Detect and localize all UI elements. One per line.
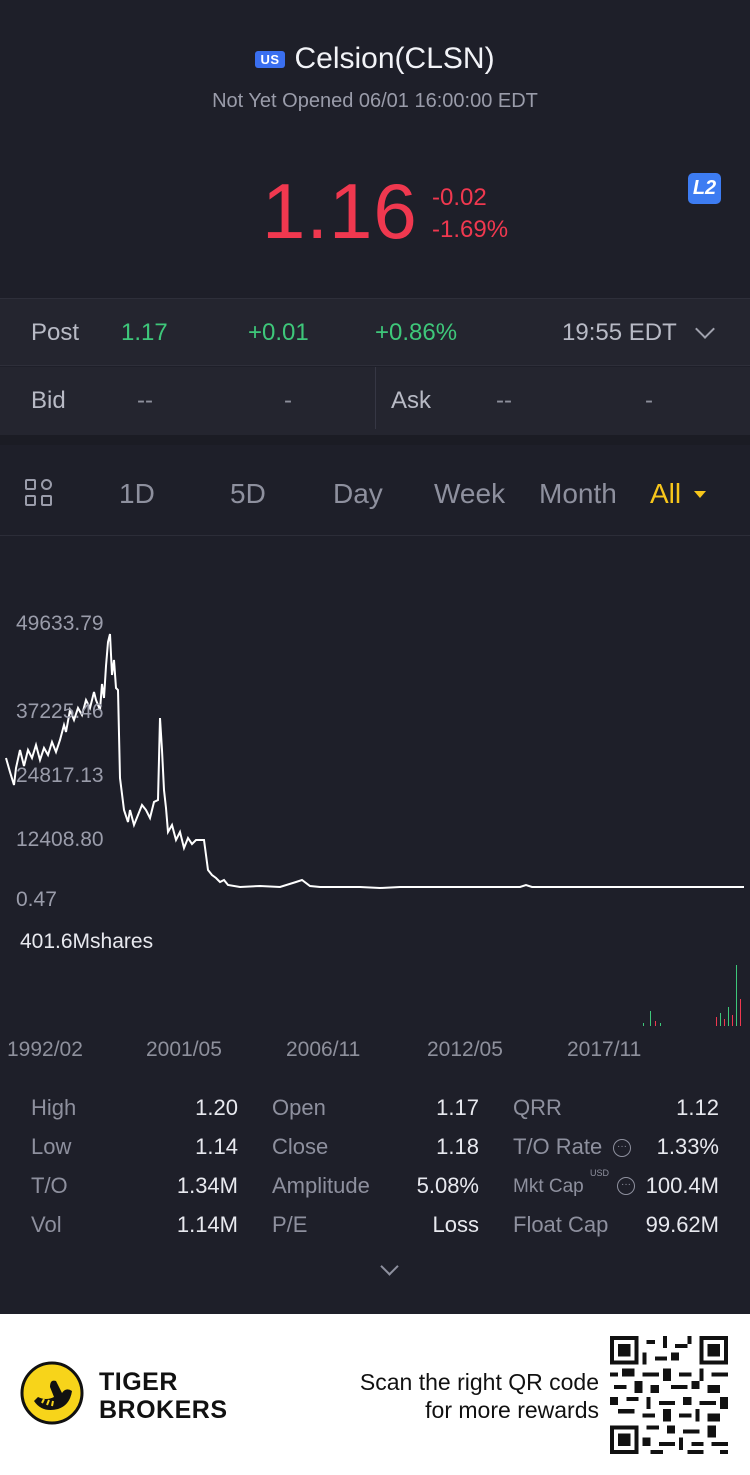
tab-1d[interactable]: 1D xyxy=(119,478,155,509)
last-price: 1.16 xyxy=(262,167,418,255)
stat-value-float-cap: 99.62M xyxy=(645,1212,719,1237)
tiger-logo-icon xyxy=(20,1361,84,1425)
info-icon[interactable]: ··· xyxy=(617,1177,635,1195)
stat-label-turnover: T/O xyxy=(31,1173,68,1198)
promo-text-line1: Scan the right QR code xyxy=(359,1369,599,1395)
volume-bar xyxy=(736,965,737,1026)
stat-value-open: 1.17 xyxy=(436,1095,479,1120)
bid-price: -- xyxy=(137,387,153,414)
stat-value-turnover-rate: 1.33% xyxy=(656,1134,719,1159)
x-axis-label: 2017/11 xyxy=(567,1038,642,1061)
market-badge: US xyxy=(255,50,285,68)
tab-week[interactable]: Week xyxy=(434,478,506,509)
market-status: Not Yet Opened 06/01 16:00:00 EDT xyxy=(212,90,538,112)
price-change-percent: -1.69% xyxy=(432,216,509,243)
grid-icon[interactable] xyxy=(25,479,55,509)
volume-bar xyxy=(732,1015,733,1026)
bid-ask-row: Bid -- - Ask -- - xyxy=(0,367,750,435)
stat-value-volume: 1.14M xyxy=(176,1212,238,1237)
expand-chevron-icon[interactable] xyxy=(380,1257,399,1276)
y-axis-label: 12408.80 xyxy=(16,828,104,851)
stat-label-qrr: QRR xyxy=(513,1095,562,1120)
stat-label-market-cap: Mkt Cap xyxy=(513,1176,584,1197)
volume-bar xyxy=(724,1019,725,1026)
stat-value-turnover: 1.34M xyxy=(176,1173,238,1198)
currency-tag: USD xyxy=(590,1168,610,1178)
post-change-percent: +0.86% xyxy=(375,319,458,346)
price-change: -0.02 xyxy=(432,184,487,211)
tab-month[interactable]: Month xyxy=(539,478,617,509)
post-change: +0.01 xyxy=(248,319,309,346)
stat-value-low: 1.14 xyxy=(195,1134,238,1159)
period-tabs xyxy=(0,446,750,536)
y-axis-label: 24817.13 xyxy=(16,764,104,787)
qr-code-icon[interactable] xyxy=(610,1336,728,1454)
stat-value-close: 1.18 xyxy=(436,1134,479,1159)
title-row: US Celsion(CLSN) xyxy=(0,42,750,76)
level2-badge[interactable]: L2 xyxy=(688,173,721,204)
stat-label-pe: P/E xyxy=(272,1212,308,1237)
y-axis-label: 37225.46 xyxy=(16,700,104,723)
post-price: 1.17 xyxy=(121,319,168,346)
ask-volume: - xyxy=(645,387,653,414)
price-line-chart xyxy=(5,633,744,890)
promo-footer: TIGER BROKERS Scan the right QR code for… xyxy=(0,1314,750,1475)
volume-bar xyxy=(650,1011,651,1026)
tab-5d[interactable]: 5D xyxy=(230,478,266,509)
promo-text-line2: for more rewards xyxy=(425,1397,599,1423)
stat-label-turnover-rate: T/O Rate xyxy=(513,1134,603,1159)
volume-bar xyxy=(655,1021,656,1026)
ask-price: -- xyxy=(496,387,512,414)
stat-label-low: Low xyxy=(31,1134,72,1159)
brand-name-line2: BROKERS xyxy=(99,1396,228,1424)
stat-label-high: High xyxy=(31,1095,77,1120)
post-market-row[interactable]: Post 1.17 +0.01 +0.86% 19:55 EDT xyxy=(0,298,750,366)
stat-label-open: Open xyxy=(272,1095,326,1120)
stat-value-amplitude: 5.08% xyxy=(416,1173,479,1198)
x-axis-label: 1992/02 xyxy=(7,1038,83,1061)
x-axis-label: 2001/05 xyxy=(146,1038,222,1061)
bid-volume: - xyxy=(284,387,292,414)
brand-name-line1: TIGER xyxy=(99,1368,178,1396)
volume-chart xyxy=(643,965,741,1026)
stat-value-high: 1.20 xyxy=(195,1095,238,1120)
volume-label: 401.6Mshares xyxy=(20,930,154,953)
stat-label-close: Close xyxy=(272,1134,329,1159)
stat-label-amplitude: Amplitude xyxy=(272,1173,370,1198)
volume-bar xyxy=(728,1007,729,1026)
section-divider xyxy=(0,435,750,445)
ask-label: Ask xyxy=(391,387,432,414)
x-axis-label: 2012/05 xyxy=(427,1038,503,1061)
volume-bar xyxy=(660,1023,661,1026)
stat-value-qrr: 1.12 xyxy=(676,1095,719,1120)
post-label: Post xyxy=(31,319,80,346)
post-time: 19:55 EDT xyxy=(562,319,677,346)
divider xyxy=(375,367,376,429)
tab-all[interactable]: All xyxy=(650,478,682,509)
y-axis-label: 0.47 xyxy=(16,888,57,911)
y-axis-label: 49633.79 xyxy=(16,612,104,635)
volume-bar xyxy=(643,1023,644,1026)
volume-bar xyxy=(716,1017,717,1026)
caret-down-icon[interactable] xyxy=(694,491,706,498)
stat-label-float-cap: Float Cap xyxy=(513,1212,609,1237)
stat-value-market-cap: 100.4M xyxy=(645,1173,719,1198)
volume-bar xyxy=(720,1013,721,1026)
volume-bar xyxy=(740,999,741,1026)
quote-header: US Celsion(CLSN) Not Yet Opened 06/01 16… xyxy=(0,0,750,297)
stat-value-pe: Loss xyxy=(432,1212,479,1237)
price-line xyxy=(5,633,744,890)
x-axis-label: 2006/11 xyxy=(286,1038,361,1061)
stock-name[interactable]: Celsion(CLSN) xyxy=(294,42,495,75)
info-icon[interactable]: ··· xyxy=(613,1139,631,1157)
stat-label-volume: Vol xyxy=(31,1212,62,1237)
bid-label: Bid xyxy=(31,387,66,414)
tab-day[interactable]: Day xyxy=(333,478,383,509)
